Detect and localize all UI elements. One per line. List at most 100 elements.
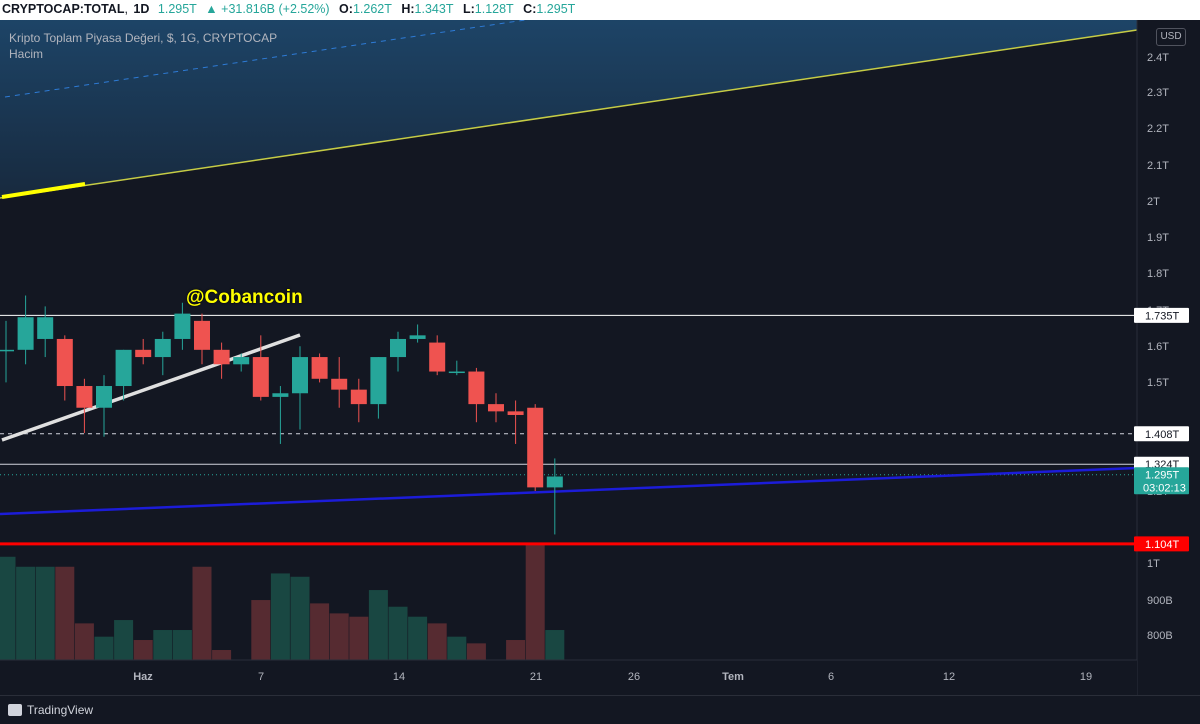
x-tick-label: 12 bbox=[943, 671, 955, 683]
volume-bar bbox=[55, 566, 75, 660]
volume-bar bbox=[0, 556, 16, 660]
open-value: 1.262T bbox=[352, 2, 392, 16]
price-label-bg bbox=[1134, 467, 1189, 495]
candle-body bbox=[546, 476, 563, 488]
price-axis-panel bbox=[1137, 20, 1200, 695]
volume-bar bbox=[94, 636, 114, 660]
time-axis-panel bbox=[0, 660, 1137, 695]
volume-bar bbox=[349, 616, 369, 660]
candle-body bbox=[174, 313, 191, 339]
volume-bar bbox=[212, 650, 232, 660]
price-change: ▲ +31.816B (+2.52%) bbox=[205, 2, 330, 16]
countdown-label: 03:02:13 bbox=[1143, 483, 1186, 495]
highlight-trendline bbox=[1, 182, 86, 199]
candle-body bbox=[507, 411, 524, 415]
price-label: 1.104T bbox=[1145, 539, 1180, 551]
x-tick-label: 14 bbox=[393, 671, 405, 683]
candle-body bbox=[252, 357, 269, 397]
y-tick-label: 900B bbox=[1147, 595, 1173, 607]
candle-body bbox=[468, 371, 485, 405]
candle-body bbox=[350, 389, 367, 405]
currency-button[interactable]: USD bbox=[1156, 28, 1186, 46]
chart-legend: Kripto Toplam Piyasa Değeri, $, 1G, CRYP… bbox=[9, 30, 277, 62]
low-value: 1.128T bbox=[474, 2, 514, 16]
volume-bar bbox=[466, 643, 486, 660]
interval[interactable]: 1D bbox=[133, 2, 150, 16]
volume-bar bbox=[447, 636, 467, 660]
y-tick-label: 2T bbox=[1147, 196, 1160, 208]
candle-body bbox=[135, 349, 152, 358]
y-tick-label: 1T bbox=[1147, 558, 1160, 570]
x-tick-label: 6 bbox=[828, 671, 834, 683]
volume-bar bbox=[310, 603, 330, 660]
footer: TradingView bbox=[0, 695, 1200, 724]
tradingview-logo-icon bbox=[8, 704, 22, 716]
candle-body bbox=[0, 349, 14, 352]
candle-body bbox=[370, 357, 387, 405]
y-tick-label: 1.6T bbox=[1147, 341, 1169, 353]
volume-bar bbox=[270, 573, 290, 660]
volume-bar bbox=[368, 590, 388, 660]
candle-body bbox=[76, 386, 93, 408]
volume-bar bbox=[192, 566, 212, 660]
high-value: 1.343T bbox=[414, 2, 454, 16]
close-label: C: bbox=[523, 2, 537, 16]
price-label-bg bbox=[1134, 426, 1189, 442]
candle-body bbox=[272, 393, 289, 397]
price-label: 1.408T bbox=[1145, 429, 1180, 441]
x-tick-label: 7 bbox=[258, 671, 264, 683]
volume-bar bbox=[133, 640, 153, 660]
brand-name: TradingView bbox=[27, 703, 94, 717]
volume-bar bbox=[74, 623, 94, 660]
volume-bar bbox=[153, 630, 173, 660]
candle-body bbox=[56, 338, 73, 387]
candle-body bbox=[96, 386, 112, 408]
chart-area[interactable]: 2.4T2.3T2.2T2.1T2T1.9T1.8T1.7T1.6T1.5T1.… bbox=[0, 20, 1200, 695]
candle-body bbox=[448, 371, 465, 374]
volume-legend: Hacim bbox=[9, 47, 44, 61]
price-label-bg bbox=[1134, 307, 1189, 323]
candle-body bbox=[292, 357, 308, 394]
price-label-bg bbox=[1134, 536, 1189, 552]
candle-body bbox=[37, 317, 54, 339]
candle-body bbox=[409, 335, 426, 339]
last-price: 1.295T bbox=[157, 2, 197, 16]
price-chart[interactable]: 2.4T2.3T2.2T2.1T2T1.9T1.8T1.7T1.6T1.5T1.… bbox=[0, 20, 1200, 695]
candle-body bbox=[194, 320, 210, 350]
volume-bar bbox=[251, 600, 271, 660]
symbol-name[interactable]: CRYPTOCAP:TOTAL bbox=[2, 2, 125, 16]
volume-bar bbox=[408, 616, 428, 660]
candle-body bbox=[213, 349, 230, 365]
y-tick-label: 1.5T bbox=[1147, 377, 1169, 389]
channel-fill bbox=[0, 20, 1137, 198]
candle-body bbox=[331, 378, 348, 390]
x-tick-label: 21 bbox=[530, 671, 542, 683]
x-tick-label: 19 bbox=[1080, 671, 1092, 683]
upper-trendline bbox=[0, 29, 1138, 199]
price-label: 1.295T bbox=[1145, 470, 1180, 482]
volume-bar bbox=[427, 623, 447, 660]
short-trendline bbox=[1, 333, 301, 442]
chart-title: Kripto Toplam Piyasa Değeri, $, 1G, CRYP… bbox=[9, 31, 278, 45]
close-value: 1.295T bbox=[536, 2, 576, 16]
candle-body bbox=[429, 342, 446, 372]
tradingview-logo[interactable]: TradingView bbox=[8, 703, 93, 717]
high-label: H: bbox=[401, 2, 415, 16]
low-label: L: bbox=[462, 2, 475, 16]
x-tick-label: Haz bbox=[133, 671, 153, 683]
y-tick-label: 2.3T bbox=[1147, 87, 1169, 99]
candle-body bbox=[115, 349, 132, 387]
x-tick-label: Tem bbox=[722, 671, 744, 683]
candle-body bbox=[390, 338, 406, 358]
support-trendline bbox=[0, 466, 1138, 516]
y-tick-label: 2.1T bbox=[1147, 160, 1169, 172]
y-tick-label: 800B bbox=[1147, 630, 1173, 642]
symbol-header: CRYPTOCAP:TOTAL, 1D 1.295T ▲ +31.816B (+… bbox=[0, 0, 1200, 20]
volume-bar bbox=[388, 606, 408, 660]
volume-bar bbox=[290, 576, 310, 660]
watermark-text: @Cobancoin bbox=[186, 287, 303, 308]
y-tick-label: 2.4T bbox=[1147, 52, 1169, 64]
volume-bar bbox=[16, 566, 36, 660]
candle-body bbox=[233, 357, 250, 365]
volume-bar bbox=[525, 543, 545, 660]
